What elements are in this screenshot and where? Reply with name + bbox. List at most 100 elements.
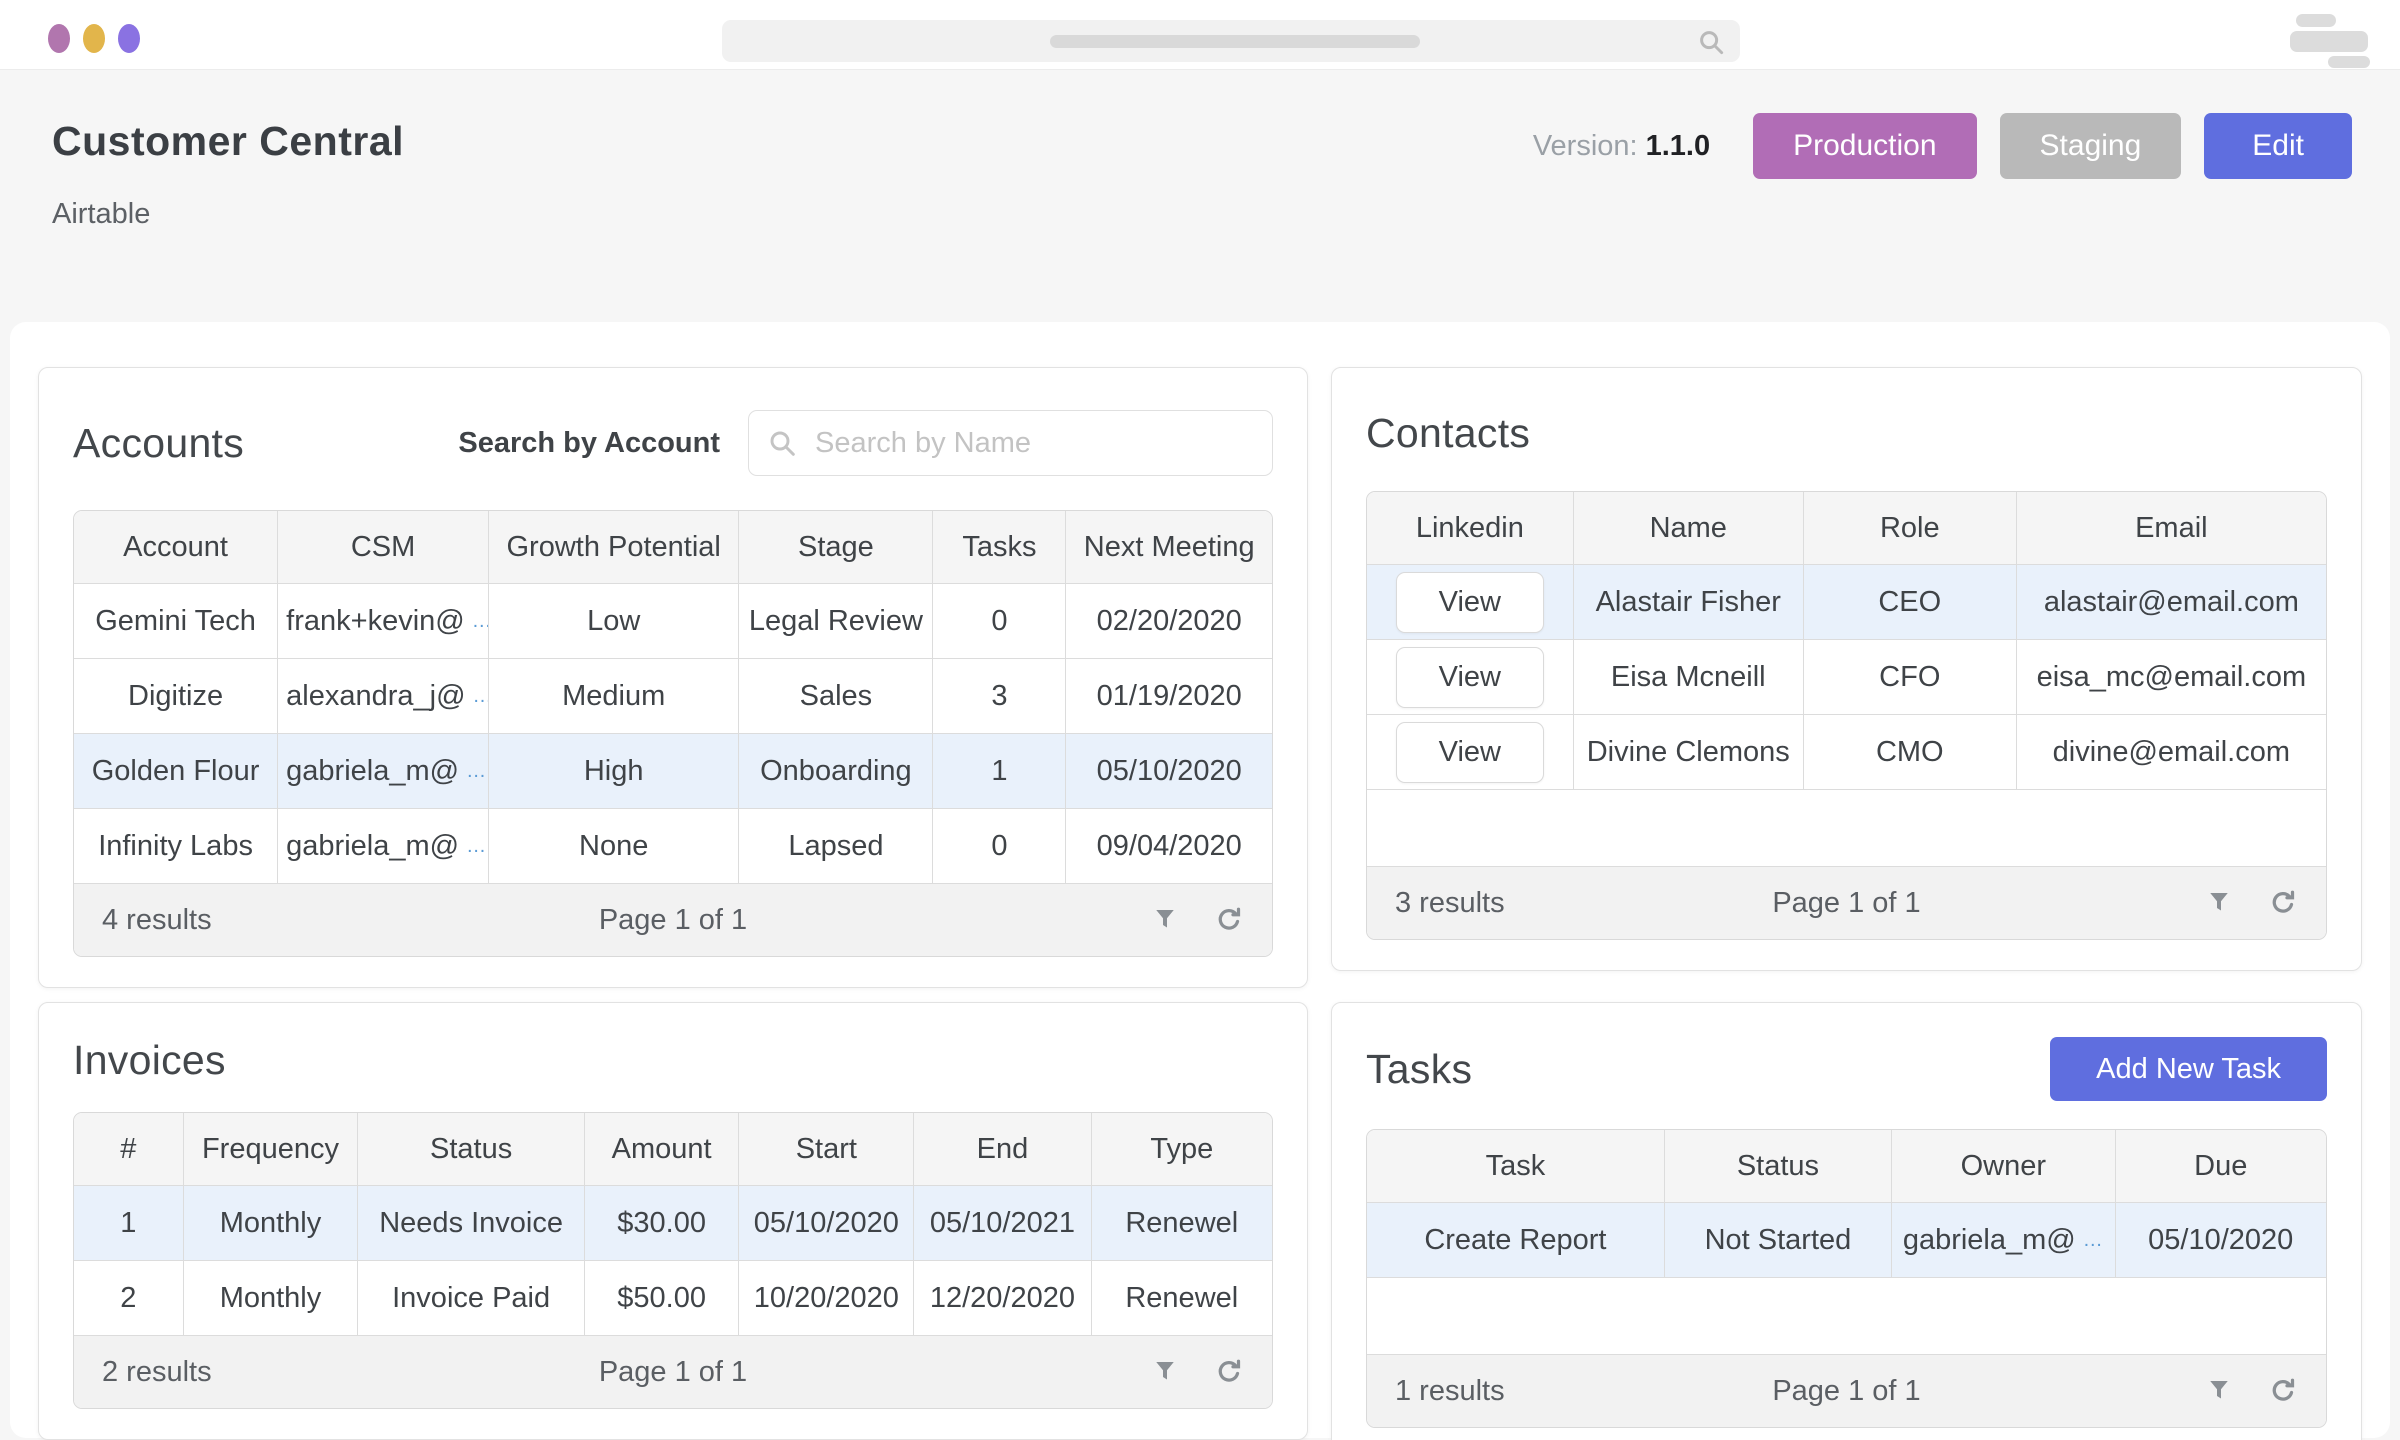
cell-amount: $50.00: [584, 1260, 740, 1336]
tasks-header-row: Task Status Owner Due: [1367, 1130, 2326, 1203]
filter-icon[interactable]: [1150, 905, 1180, 935]
cell-name: Divine Clemons: [1573, 714, 1804, 790]
accounts-search-wrap: [748, 410, 1273, 476]
more-link[interactable]: …: [466, 834, 488, 857]
page-subtitle: Airtable: [52, 198, 151, 230]
refresh-icon[interactable]: [2268, 888, 2298, 918]
table-row[interactable]: View Eisa Mcneill CFO eisa_mc@email.com: [1367, 639, 2326, 715]
tasks-title: Tasks: [1366, 1045, 1473, 1092]
cell-growth: None: [488, 808, 740, 884]
filter-icon[interactable]: [1150, 1357, 1180, 1387]
invoices-header-row: # Frequency Status Amount Start End Type: [74, 1113, 1272, 1186]
filter-icon[interactable]: [2204, 1376, 2234, 1406]
cell-role: CFO: [1803, 639, 2017, 715]
version-label: Version: 1.1.0: [1533, 130, 1710, 163]
cell-growth: Medium: [488, 658, 740, 734]
column-header: Next Meeting: [1065, 511, 1272, 584]
cell-next-meeting: 09/04/2020: [1065, 808, 1272, 884]
view-button[interactable]: View: [1395, 571, 1544, 633]
more-link[interactable]: …: [2082, 1228, 2104, 1251]
column-header: Role: [1803, 492, 2017, 565]
cell-csm: alexandra_j@ …: [277, 658, 489, 734]
cell-status: Needs Invoice: [357, 1185, 585, 1261]
edit-button[interactable]: Edit: [2204, 113, 2352, 179]
table-row-selected[interactable]: View Alastair Fisher CEO alastair@email.…: [1367, 564, 2326, 640]
table-row-selected[interactable]: Create Report Not Started gabriela_m@ … 0…: [1367, 1202, 2326, 1278]
cell-num: 2: [74, 1260, 184, 1336]
table-row[interactable]: Digitize alexandra_j@ … Medium Sales 3 01…: [74, 658, 1272, 734]
cell-end: 05/10/2021: [913, 1185, 1092, 1261]
cell-csm: frank+kevin@…: [277, 583, 489, 659]
version-value: 1.1.0: [1645, 129, 1711, 162]
empty-cell: [1367, 789, 2326, 867]
refresh-icon[interactable]: [1214, 1357, 1244, 1387]
view-button[interactable]: View: [1395, 721, 1544, 783]
cell-next-meeting: 01/19/2020: [1065, 658, 1272, 734]
refresh-icon[interactable]: [2268, 1376, 2298, 1406]
browser-search-bar[interactable]: [722, 20, 1740, 62]
traffic-lights: [48, 24, 140, 53]
cell-growth: High: [488, 733, 740, 809]
accounts-title: Accounts: [73, 419, 245, 466]
cell-status: Not Started: [1664, 1202, 1893, 1278]
cell-next-meeting: 05/10/2020: [1065, 733, 1272, 809]
cell-email: eisa_mc@email.com: [2016, 639, 2326, 715]
table-footer: Page 1 of 1 2 results: [74, 1336, 1272, 1408]
invoices-table: # Frequency Status Amount Start End Type…: [73, 1112, 1273, 1409]
invoices-title: Invoices: [73, 1037, 226, 1083]
cell-stage: Onboarding: [738, 733, 934, 809]
results-count: 3 results: [1395, 886, 1505, 919]
tasks-card: Tasks Add New Task Task Status Owner Due…: [1331, 1002, 2362, 1440]
bar-icon: [2290, 31, 2368, 52]
cell-type: Renewel: [1091, 1185, 1272, 1261]
table-row[interactable]: Infinity Labs gabriela_m@ … None Lapsed 0…: [74, 808, 1272, 884]
cell-account: Gemini Tech: [74, 583, 279, 659]
table-row[interactable]: View Divine Clemons CMO divine@email.com: [1367, 714, 2326, 790]
table-row[interactable]: 2 Monthly Invoice Paid $50.00 10/20/2020…: [74, 1260, 1272, 1336]
accounts-header: Accounts Search by Account: [73, 410, 1273, 476]
add-new-task-button[interactable]: Add New Task: [2050, 1037, 2327, 1101]
accounts-search-input[interactable]: [748, 410, 1273, 476]
window-controls-icon[interactable]: [2286, 14, 2370, 68]
footer-icons: [1150, 905, 1244, 935]
footer-icons: [1150, 1357, 1244, 1387]
cell-email: alastair@email.com: [2016, 564, 2326, 640]
table-row-selected[interactable]: Golden Flour gabriela_m@ … High Onboardin…: [74, 733, 1272, 809]
refresh-icon[interactable]: [1214, 905, 1244, 935]
bar-icon: [2296, 14, 2336, 27]
empty-row: [1367, 1277, 2326, 1355]
search-by-account-label: Search by Account: [458, 426, 720, 459]
contacts-card: Contacts Linkedin Name Role Email View A…: [1331, 367, 2362, 971]
csm-email: alexandra_j@: [286, 679, 466, 712]
table-footer: Page 1 of 1 4 results: [74, 884, 1272, 956]
traffic-light-icon[interactable]: [118, 24, 140, 53]
search-icon[interactable]: [1696, 27, 1726, 62]
production-button[interactable]: Production: [1753, 113, 1977, 179]
cell-role: CMO: [1803, 714, 2017, 790]
csm-email: gabriela_m@: [286, 754, 460, 787]
more-link[interactable]: …: [472, 610, 488, 632]
page-title: Customer Central: [52, 118, 405, 164]
cell-tasks: 0: [932, 583, 1067, 659]
accounts-header-row: Account CSM Growth Potential Stage Tasks…: [74, 511, 1272, 584]
contacts-table: Linkedin Name Role Email View Alastair F…: [1366, 491, 2327, 940]
cell-email: divine@email.com: [2016, 714, 2326, 790]
table-row[interactable]: Gemini Tech frank+kevin@ … Low Legal Revi…: [74, 583, 1272, 659]
results-count: 4 results: [102, 903, 212, 936]
cell-due: 05/10/2020: [2115, 1202, 2326, 1278]
traffic-light-icon[interactable]: [48, 24, 70, 53]
cell-num: 1: [74, 1185, 184, 1261]
cell-frequency: Monthly: [183, 1260, 359, 1336]
cell-name: Eisa Mcneill: [1573, 639, 1804, 715]
traffic-light-icon[interactable]: [83, 24, 105, 53]
staging-button[interactable]: Staging: [1999, 113, 2182, 179]
view-button[interactable]: View: [1395, 646, 1544, 708]
accounts-table: Account CSM Growth Potential Stage Tasks…: [73, 510, 1273, 957]
more-link[interactable]: …: [473, 685, 488, 707]
header-actions: Version: 1.1.0 Production Staging Edit: [1533, 113, 2352, 179]
cell-stage: Lapsed: [738, 808, 934, 884]
filter-icon[interactable]: [2204, 888, 2234, 918]
more-link[interactable]: …: [466, 759, 488, 782]
table-row-selected[interactable]: 1 Monthly Needs Invoice $30.00 05/10/202…: [74, 1185, 1272, 1261]
cell-tasks: 1: [932, 733, 1067, 809]
